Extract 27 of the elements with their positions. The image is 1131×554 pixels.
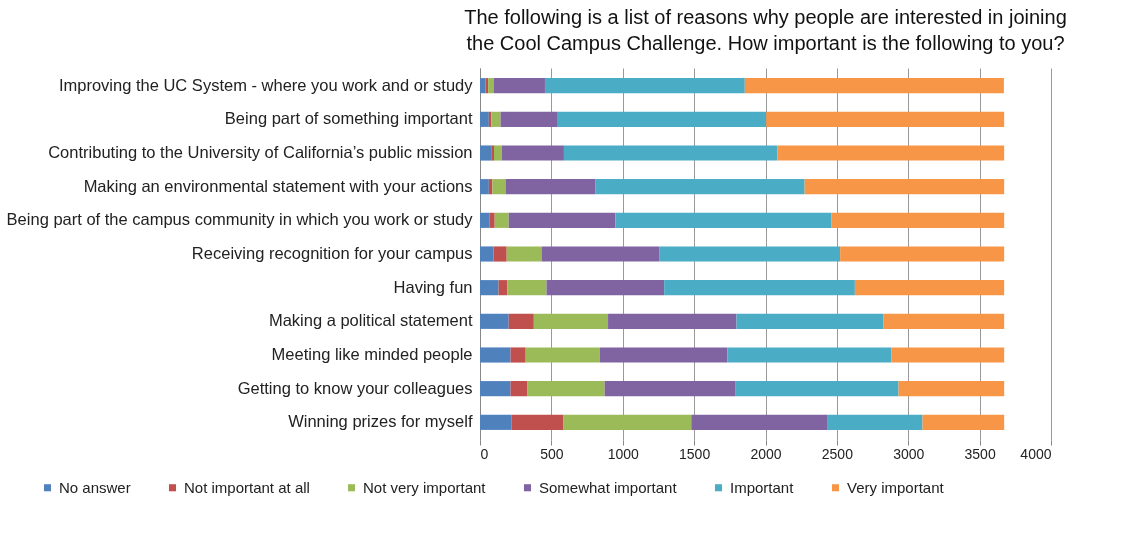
legend-label: No answer: [59, 478, 131, 496]
x-tick-label: 4000: [1020, 445, 1052, 462]
legend-label: Somewhat important: [539, 478, 678, 496]
y-tick-label: Having fun: [393, 277, 473, 296]
chart-title: The following is a list of reasons why people are interested in joining the Cool Campus Challenge. How important is the following to you?: [464, 6, 1067, 54]
x-tick-label: 3500: [964, 445, 996, 462]
y-tick-label: Being part of something important: [224, 109, 473, 128]
y-tick-label: Meeting like minded people: [271, 345, 473, 363]
legend-label: Very important: [847, 478, 945, 496]
y-tick-label: Contributing to the University of California’s public mission: [48, 143, 473, 161]
x-tick-label: 2000: [750, 445, 782, 462]
x-tick-label: 1000: [607, 445, 640, 462]
x-tick-label: 2500: [821, 445, 854, 462]
legend-label: Not very important: [363, 478, 487, 496]
x-tick-label: 0: [480, 445, 489, 462]
x-tick-label: 500: [540, 445, 564, 462]
legend-label: Important: [730, 478, 795, 496]
x-tick-label: 1500: [679, 445, 711, 462]
y-tick-label: Winning prizes for myself: [288, 412, 473, 431]
y-tick-label: Being part of the campus community in which you work or study: [6, 210, 474, 229]
y-tick-label: Receiving recognition for your campus: [191, 244, 473, 262]
legend-label: Not important at all: [184, 478, 310, 496]
y-tick-label: Getting to know your colleagues: [237, 378, 473, 397]
x-tick-label: 3000: [893, 445, 925, 462]
y-tick-label: Making an environmental statement with your actions: [83, 176, 473, 195]
y-tick-label: Improving the UC System - where you work and or study: [58, 75, 474, 94]
y-tick-label: Making a political statement: [268, 311, 473, 330]
